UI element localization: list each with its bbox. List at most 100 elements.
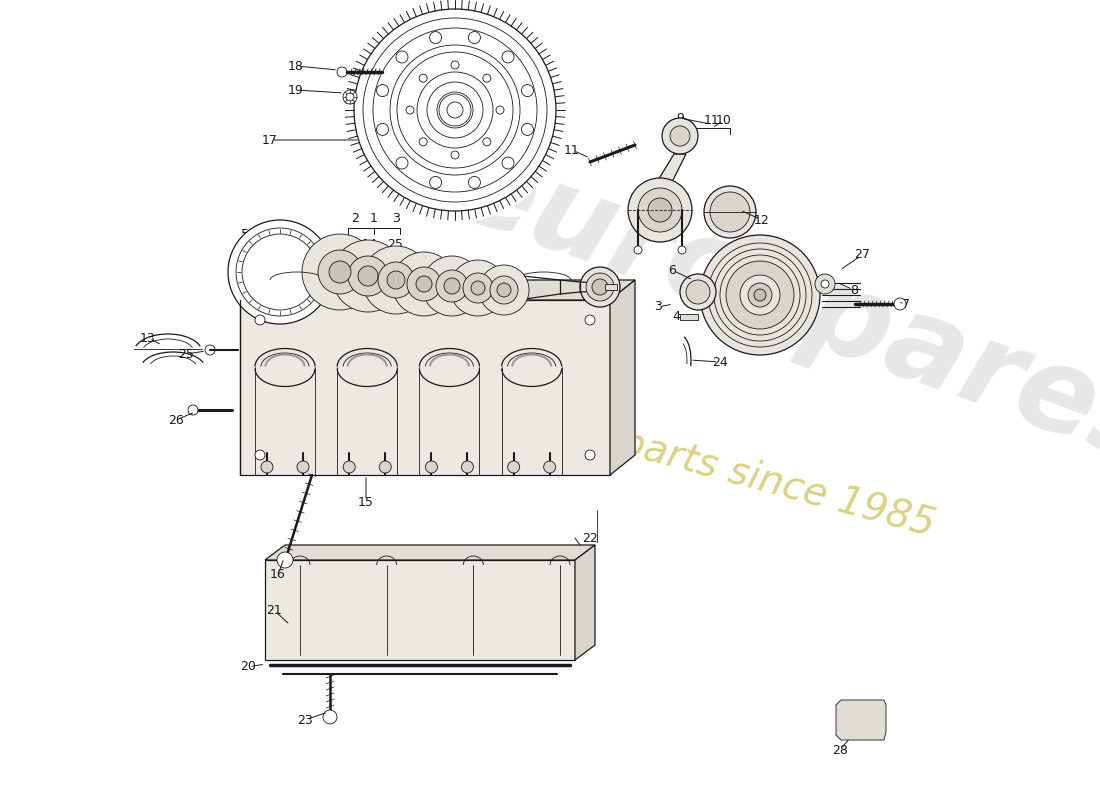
Circle shape [821, 280, 829, 288]
Circle shape [406, 106, 414, 114]
Polygon shape [240, 280, 635, 300]
Text: 16: 16 [332, 238, 348, 251]
Circle shape [346, 93, 354, 101]
Circle shape [662, 118, 698, 154]
Circle shape [376, 123, 388, 135]
Circle shape [188, 405, 198, 415]
Text: 18: 18 [288, 59, 304, 73]
Bar [605, 284, 617, 290]
Circle shape [396, 51, 408, 63]
Circle shape [444, 278, 460, 294]
Circle shape [348, 256, 388, 296]
Text: eurospares: eurospares [440, 128, 1100, 492]
Circle shape [497, 283, 512, 297]
Circle shape [422, 256, 482, 316]
Circle shape [396, 157, 408, 169]
Circle shape [670, 126, 690, 146]
Circle shape [255, 315, 265, 325]
Circle shape [436, 270, 468, 302]
Circle shape [648, 198, 672, 222]
Circle shape [748, 283, 772, 307]
Circle shape [387, 271, 405, 289]
Circle shape [379, 461, 392, 473]
Circle shape [469, 31, 481, 43]
Text: 22: 22 [582, 531, 598, 545]
Circle shape [255, 450, 265, 460]
Circle shape [496, 106, 504, 114]
Polygon shape [575, 545, 595, 660]
Text: 4: 4 [672, 310, 680, 323]
Circle shape [318, 250, 362, 294]
Circle shape [343, 90, 358, 104]
Circle shape [461, 461, 473, 473]
Circle shape [628, 178, 692, 242]
Text: 16: 16 [271, 569, 286, 582]
Circle shape [447, 102, 463, 118]
Circle shape [451, 61, 459, 69]
Circle shape [710, 192, 750, 232]
Circle shape [638, 188, 682, 232]
Circle shape [521, 123, 534, 135]
Circle shape [205, 345, 214, 355]
Text: 15: 15 [359, 495, 374, 509]
Circle shape [362, 246, 430, 314]
Text: 11: 11 [564, 143, 580, 157]
Circle shape [419, 138, 427, 146]
Circle shape [585, 315, 595, 325]
Text: 20: 20 [240, 661, 256, 674]
Circle shape [586, 273, 614, 301]
Circle shape [363, 18, 547, 202]
Text: 2: 2 [351, 211, 359, 225]
Circle shape [478, 265, 529, 315]
Circle shape [483, 138, 491, 146]
Circle shape [592, 279, 608, 295]
Text: 3: 3 [654, 301, 662, 314]
Circle shape [439, 94, 471, 126]
Text: 21: 21 [266, 603, 282, 617]
Circle shape [471, 281, 485, 295]
Text: 26: 26 [168, 414, 184, 426]
Bar [240, 300, 611, 475]
Circle shape [326, 263, 334, 271]
Circle shape [634, 246, 642, 254]
Circle shape [894, 298, 906, 310]
Text: 14: 14 [362, 238, 378, 251]
Circle shape [815, 274, 835, 294]
Circle shape [392, 252, 456, 316]
Circle shape [337, 67, 346, 77]
Text: 12: 12 [755, 214, 770, 226]
Circle shape [378, 262, 414, 298]
Circle shape [430, 31, 441, 43]
Text: 17: 17 [262, 134, 278, 146]
Circle shape [502, 157, 514, 169]
Circle shape [490, 276, 518, 304]
Circle shape [483, 74, 491, 82]
Circle shape [417, 72, 493, 148]
Text: a passion for parts since 1985: a passion for parts since 1985 [362, 356, 938, 544]
Circle shape [430, 177, 441, 189]
Circle shape [686, 280, 710, 304]
Circle shape [329, 261, 351, 283]
Circle shape [343, 0, 566, 222]
Circle shape [343, 461, 355, 473]
Text: 11: 11 [704, 114, 719, 126]
Text: 13: 13 [140, 331, 156, 345]
Text: 28: 28 [832, 743, 848, 757]
Circle shape [277, 552, 293, 568]
Circle shape [427, 82, 483, 138]
Circle shape [508, 461, 519, 473]
Circle shape [754, 289, 766, 301]
Circle shape [302, 234, 378, 310]
Polygon shape [652, 154, 686, 190]
Circle shape [469, 177, 481, 189]
Circle shape [451, 151, 459, 159]
Circle shape [704, 186, 756, 238]
Circle shape [585, 450, 595, 460]
Circle shape [228, 220, 332, 324]
Circle shape [390, 45, 520, 175]
Circle shape [323, 710, 337, 724]
Circle shape [426, 461, 438, 473]
Circle shape [543, 461, 556, 473]
Circle shape [740, 275, 780, 315]
Text: 1: 1 [370, 211, 378, 225]
